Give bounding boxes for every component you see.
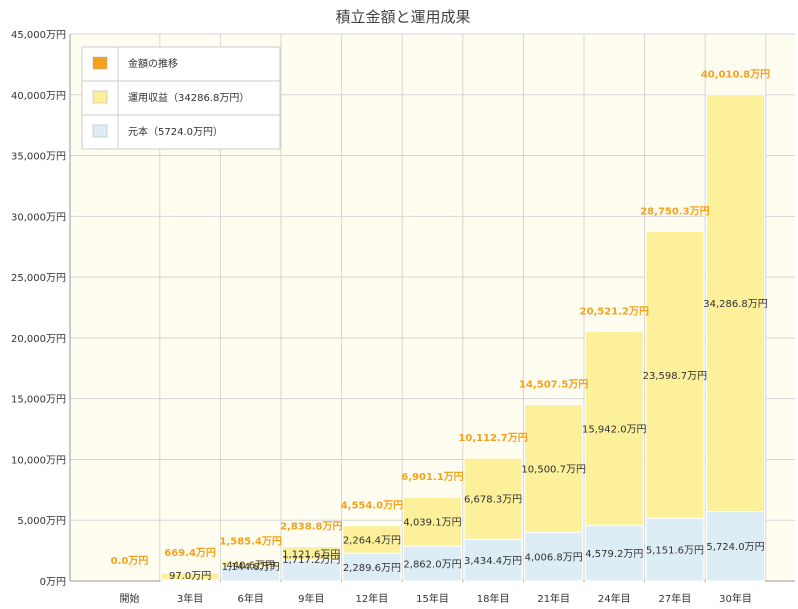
returns-value-label: 15,942.0万円 [582,424,647,435]
bar-returns [221,561,281,568]
y-tick-label: 15,000万円 [11,395,66,406]
x-tick-label: 15年目 [416,592,449,605]
x-tick-label: 12年目 [356,592,389,605]
principal-value-label: 2,289.6万円 [343,563,401,574]
legend-label: 運用収益（34286.8万円） [128,91,249,104]
returns-value-label: 1,121.6万円 [282,549,340,560]
returns-value-label: 23,598.7万円 [643,371,708,382]
principal-value-label: 3,434.4万円 [464,556,522,567]
y-tick-label: 5,000万円 [17,516,66,527]
bar-principal [524,531,584,582]
principal-value-label: 4,579.2万円 [585,549,643,560]
bar-principal [584,524,644,582]
x-tick-label: 24年目 [598,592,631,605]
x-tick-label: 9年目 [298,592,324,605]
returns-value-label: 2,264.4万円 [343,535,401,546]
x-tick-label: 21年目 [537,592,570,605]
y-tick-label: 45,000万円 [11,30,66,41]
legend-swatch [92,90,108,104]
returns-value-label: 440.6万円 [226,560,275,571]
bar-principal [645,517,705,582]
bar-principal [403,545,462,582]
total-value-label: 0.0万円 [111,555,149,567]
y-tick-label: 40,000万円 [11,91,66,102]
principal-value-label: 4,006.8万円 [525,553,583,564]
y-tick-label: 25,000万円 [11,273,66,284]
bar-returns [463,457,523,540]
y-tick-label: 0万円 [40,577,66,588]
principal-value-label: 5,724.0万円 [706,542,764,553]
total-value-label: 6,901.1万円 [401,471,463,483]
legend-swatch [92,56,108,70]
y-tick-label: 20,000万円 [11,334,66,345]
y-tick-label: 35,000万円 [11,152,66,163]
legend-swatch [92,124,108,138]
bar-principal [463,538,523,582]
bar-returns [524,404,584,533]
principal-value-label: 1,717.2万円 [282,555,340,566]
returns-value-label: 34,286.8万円 [703,299,768,310]
bar-returns [645,231,705,519]
total-value-label: 4,554.0万円 [341,500,403,512]
legend-label: 元本（5724.0万円） [128,125,223,138]
total-value-label: 40,010.8万円 [701,69,770,81]
returns-value-label: 4,039.1万円 [403,518,461,529]
principal-value-label: 5,151.6万円 [646,546,704,557]
returns-value-label: 6,678.3万円 [464,495,522,506]
bar-returns [342,525,402,554]
y-tick-label: 10,000万円 [11,455,66,466]
legend [81,46,281,150]
returns-value-label: 10,500.7万円 [521,464,586,475]
total-value-label: 14,507.5万円 [519,379,588,391]
principal-value-label: 2,862.0万円 [403,560,461,571]
total-value-label: 20,521.2万円 [580,306,649,318]
x-tick-label: 27年目 [659,592,692,605]
principal-value-label: 1,144.8万円 [222,562,280,573]
bar-returns [403,496,462,547]
x-tick-label: 18年目 [477,592,510,605]
total-value-label: 1,585.4万円 [220,536,282,548]
legend-label: 金額の推移 [128,57,178,70]
bar-returns [706,94,765,512]
total-value-label: 2,838.8万円 [280,520,342,532]
x-tick-label: 6年目 [238,592,264,605]
total-value-label: 10,112.7万円 [458,432,527,444]
x-tick-label: 30年目 [719,592,752,605]
bar-returns [160,572,220,581]
plot-area: 0万円 5,000万円 10,000万円 15,000万円 20,000万円 25,000… [11,30,795,605]
x-tick-label: 3年目 [177,592,203,605]
total-value-label: 669.4万円 [164,547,216,559]
bar-returns [584,331,644,526]
y-tick-label: 30,000万円 [11,212,66,223]
chart-title: 積立金額と運用成果 [335,8,470,26]
bar-returns [281,545,341,561]
x-tick-label: 開始 [120,592,140,605]
principal-value-label: 97.0万円 [169,571,211,582]
total-value-label: 28,750.3万円 [640,206,709,218]
bar-principal [706,510,765,582]
